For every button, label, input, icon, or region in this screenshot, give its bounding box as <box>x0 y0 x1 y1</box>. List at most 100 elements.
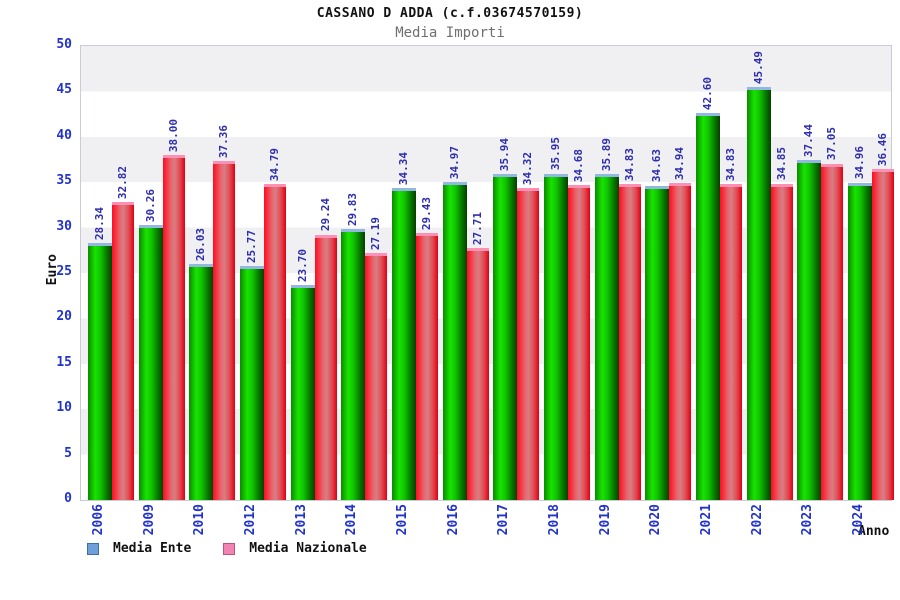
bar-media-ente-2017 <box>493 173 518 500</box>
bar-value-label-nazionale-2018: 34.68 <box>572 148 585 183</box>
bar-media-nazionale-2015 <box>416 232 438 500</box>
bar-media-ente-2022 <box>746 86 771 500</box>
y-tick-10: 10 <box>56 400 72 416</box>
bar-value-label-nazionale-2021: 34.83 <box>724 147 737 181</box>
bar-value-label-nazionale-2010: 37.36 <box>217 124 231 158</box>
bar-value-label-nazionale-2014: 27.19 <box>369 217 383 251</box>
x-tick-2006: 2006 <box>91 504 106 536</box>
bar-value-label-ente-2013: 23.70 <box>295 248 309 282</box>
bar-media-nazionale-2013 <box>314 234 337 500</box>
bar-media-ente-2015 <box>392 188 416 500</box>
bar-value-label-nazionale-2017: 34.32 <box>521 152 535 186</box>
legend-label-media-nazionale: Media Nazionale <box>249 541 367 556</box>
x-tick-2009: 2009 <box>141 504 157 536</box>
bar-media-nazionale-2010 <box>213 160 236 500</box>
bar-value-label-ente-2009: 30.26 <box>143 189 157 223</box>
bar-media-ente-2010 <box>189 263 214 500</box>
bar-value-label-ente-2014: 29.83 <box>346 193 360 227</box>
x-tick-2016: 2016 <box>445 504 461 536</box>
media-nazionale-swatch-icon <box>223 542 236 555</box>
bar-media-nazionale-2014 <box>365 253 388 500</box>
y-tick-45: 45 <box>56 82 72 98</box>
x-tick-2015: 2015 <box>395 504 410 536</box>
bar-media-nazionale-2018 <box>568 185 590 500</box>
y-tick-50: 50 <box>56 37 72 52</box>
chart-title: CASSANO D ADDA (c.f.03674570159) <box>316 6 584 21</box>
bar-media-ente-2023 <box>797 160 822 500</box>
y-tick-40: 40 <box>56 127 72 143</box>
y-tick-25: 25 <box>56 264 72 279</box>
x-tick-2017: 2017 <box>496 504 512 536</box>
x-tick-2010: 2010 <box>192 504 208 536</box>
x-tick-2021: 2021 <box>699 504 714 536</box>
x-tick-2022: 2022 <box>749 504 765 536</box>
bar-value-label-nazionale-2024: 36.46 <box>876 132 889 166</box>
bar-value-label-ente-2023: 37.44 <box>802 123 816 158</box>
bar-value-label-ente-2018: 35.95 <box>549 137 562 171</box>
bar-media-nazionale-2019 <box>618 183 641 500</box>
bar-value-label-nazionale-2009: 38.00 <box>166 118 180 152</box>
bar-media-ente-2009 <box>138 225 163 500</box>
media-ente-swatch-icon <box>87 542 99 555</box>
legend-item-media-ente: Media Ente <box>87 541 191 556</box>
bar-media-ente-2018 <box>544 173 568 500</box>
y-tick-5: 5 <box>64 445 72 461</box>
bar-value-label-nazionale-2012: 34.79 <box>268 147 281 182</box>
bar-media-ente-2014 <box>341 229 366 500</box>
bar-value-label-ente-2015: 34.34 <box>397 152 410 186</box>
bar-value-label-ente-2010: 26.03 <box>194 227 208 261</box>
x-axis-title: Anno <box>858 524 890 539</box>
legend-item-media-nazionale: Media Nazionale <box>223 541 367 556</box>
y-tick-20: 20 <box>56 309 72 325</box>
bar-value-label-nazionale-2006: 32.82 <box>116 165 129 199</box>
plot-area: 28.34 32.82 30.26 38.00 26.03 37.36 25.77 34.79… <box>80 45 894 501</box>
bar-media-ente-2016 <box>442 182 467 500</box>
y-tick-0: 0 <box>64 491 72 506</box>
legend: Media Ente Media Nazionale <box>87 541 389 556</box>
bar-media-nazionale-2023 <box>821 163 844 500</box>
bar-value-label-ente-2006: 28.34 <box>93 206 106 240</box>
bar-value-label-ente-2017: 35.94 <box>498 137 512 171</box>
bar-value-label-ente-2022: 45.49 <box>751 50 765 84</box>
x-tick-2013: 2013 <box>293 504 309 536</box>
x-tick-2020: 2020 <box>648 504 664 536</box>
x-tick-2019: 2019 <box>597 504 613 536</box>
bar-media-nazionale-2012 <box>264 184 286 500</box>
bar-media-ente-2024 <box>848 182 872 500</box>
bar-media-nazionale-2006 <box>112 202 134 500</box>
bar-value-label-ente-2012: 25.77 <box>245 229 258 264</box>
bar-media-ente-2006 <box>88 242 112 500</box>
legend-label-media-ente: Media Ente <box>113 541 192 556</box>
chart-subtitle: Media Importi <box>395 25 505 41</box>
y-tick-15: 15 <box>56 354 72 370</box>
bar-value-label-ente-2016: 34.97 <box>447 146 461 180</box>
bar-media-ente-2013 <box>290 284 315 500</box>
bar-media-nazionale-2020 <box>669 182 692 500</box>
bar-value-label-ente-2020: 34.63 <box>650 149 664 183</box>
bar-media-nazionale-2024 <box>872 168 894 500</box>
bar-value-label-nazionale-2020: 34.94 <box>673 146 687 180</box>
bar-media-nazionale-2021 <box>720 183 742 500</box>
bar-value-label-nazionale-2013: 29.24 <box>318 198 332 232</box>
bar-value-label-nazionale-2022: 34.85 <box>774 147 788 181</box>
bar-media-nazionale-2009 <box>162 154 185 500</box>
y-tick-30: 30 <box>56 218 72 234</box>
x-tick-2023: 2023 <box>800 504 816 536</box>
y-tick-35: 35 <box>56 173 72 189</box>
bar-media-nazionale-2016 <box>466 248 489 500</box>
bar-value-label-ente-2021: 42.60 <box>701 77 714 111</box>
bar-media-ente-2021 <box>696 113 720 500</box>
bar-value-label-ente-2019: 35.89 <box>599 138 613 172</box>
bar-value-label-nazionale-2023: 37.05 <box>825 127 839 161</box>
bar-media-ente-2019 <box>594 174 619 500</box>
bar-media-ente-2020 <box>645 185 670 500</box>
bar-value-label-nazionale-2019: 34.83 <box>622 147 636 181</box>
bar-value-label-nazionale-2015: 29.43 <box>420 196 433 230</box>
x-tick-2018: 2018 <box>547 504 562 536</box>
bar-media-nazionale-2022 <box>770 183 793 500</box>
bar-media-ente-2012 <box>240 266 264 500</box>
bar-value-label-nazionale-2016: 27.71 <box>470 212 484 246</box>
bar-value-label-ente-2024: 34.96 <box>853 146 866 180</box>
x-tick-2024: 2024 <box>851 504 866 536</box>
